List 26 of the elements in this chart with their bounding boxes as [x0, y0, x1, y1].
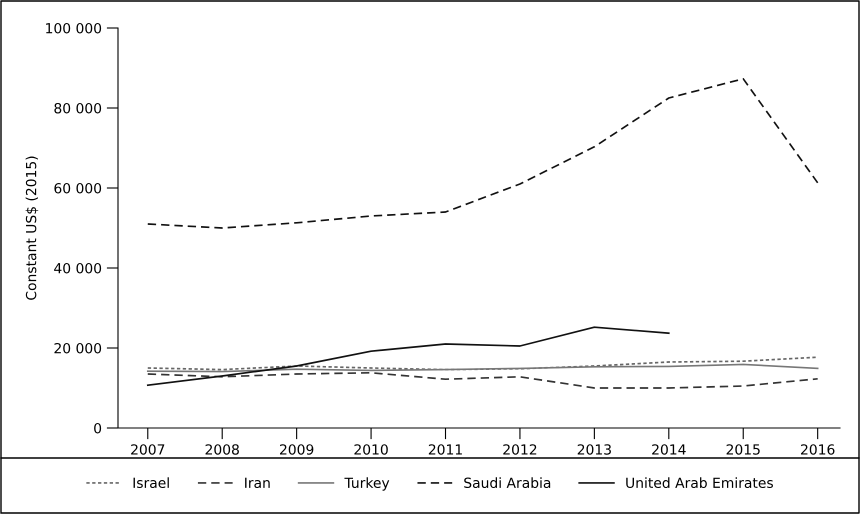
- legend-label: United Arab Emirates: [626, 477, 773, 488]
- y-tick-label: 100 000: [46, 22, 102, 34]
- x-tick-label: 2016: [801, 444, 834, 455]
- line-series: [146, 326, 670, 386]
- x-tick-label: 2013: [578, 444, 611, 455]
- x-tick-label: 2009: [280, 444, 314, 455]
- x-tick-label: 2008: [206, 444, 239, 455]
- y-axis-title: Constant US$ (2015): [26, 156, 38, 300]
- line-series: [146, 364, 819, 372]
- y-tick-label: 80 000: [54, 102, 102, 114]
- x-tick-label: 2011: [428, 444, 462, 455]
- y-tick-label: 0: [94, 422, 102, 434]
- y-tick-label: 60 000: [54, 182, 102, 194]
- line-series: [146, 78, 819, 229]
- line-series: [146, 372, 819, 389]
- x-tick-label: 2012: [503, 444, 536, 455]
- x-tick-label: 2015: [726, 444, 760, 455]
- y-tick-label: 20 000: [54, 342, 102, 354]
- legend-label: Saudi Arabia: [464, 477, 550, 488]
- legend-label: Israel: [134, 477, 169, 488]
- x-tick-label: 2007: [131, 444, 164, 455]
- legend-label: Iran: [245, 478, 270, 488]
- x-tick-label: 2010: [354, 444, 388, 455]
- legend-label: Turkey: [344, 477, 390, 491]
- y-tick-label: 40 000: [54, 262, 102, 274]
- x-tick-label: 2014: [652, 444, 686, 455]
